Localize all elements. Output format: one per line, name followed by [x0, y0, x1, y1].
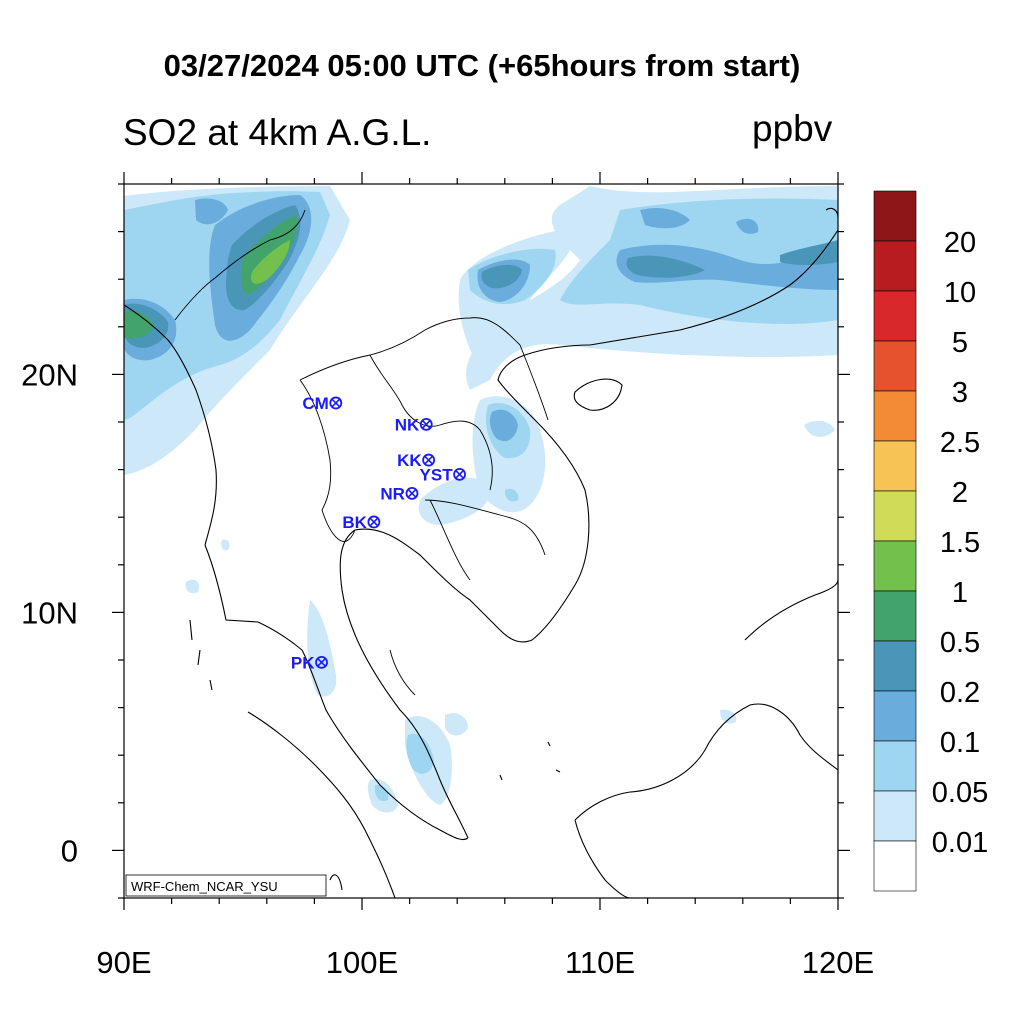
colorbar-swatch: [873, 540, 917, 592]
colorbar-level-label: 3: [952, 377, 968, 409]
borders: [174, 209, 549, 696]
station-marker-icon: [422, 453, 436, 467]
credit-box: [125, 874, 327, 897]
colorbar-level-label: 0.01: [932, 827, 988, 859]
colorbar-level-label: 2.5: [940, 427, 980, 459]
station-yst: YST: [420, 465, 466, 484]
colorbar-level-label: 1: [952, 577, 968, 609]
colorbar-level-label: 1.5: [940, 527, 980, 559]
station-cm: CM: [302, 394, 343, 413]
colorbar-swatch: [873, 840, 917, 892]
x-tick-label: 100E: [326, 945, 398, 980]
colorbar-swatch: [873, 290, 917, 342]
y-tick-label: 10N: [21, 595, 78, 630]
station-label: PK: [291, 653, 315, 672]
y-tick-label: 20N: [21, 357, 78, 392]
colorbar-swatch: [873, 440, 917, 492]
colorbar-level-label: 0.05: [932, 777, 988, 809]
station-kk: KK: [397, 451, 436, 470]
colorbar-swatch: [873, 190, 917, 242]
field-subtitle: SO2 at 4km A.G.L.: [123, 112, 432, 153]
colorbar-level-label: 2: [952, 477, 968, 509]
colorbar-swatch: [873, 240, 917, 292]
colorbar-level-label: 0.2: [940, 677, 980, 709]
x-tick-label: 110E: [565, 945, 635, 980]
station-label: KK: [397, 451, 422, 470]
station-label: NK: [395, 415, 420, 434]
colorbar-swatch: [873, 590, 917, 642]
station-bk: BK: [342, 513, 381, 532]
station-nk: NK: [395, 415, 433, 434]
station-pk: PK: [291, 653, 328, 672]
station-marker-icon: [405, 486, 419, 500]
credit-label: WRF-Chem_NCAR_YSU: [131, 879, 278, 894]
x-tick-label: 90E: [96, 945, 151, 980]
station-label: NR: [380, 484, 405, 503]
station-label: YST: [420, 465, 454, 484]
colorbar-swatch: [873, 640, 917, 692]
colorbar-level-label: 0.1: [940, 727, 980, 759]
map-frame: [123, 183, 839, 899]
chart-title: 03/27/2024 05:00 UTC (+65hours from star…: [163, 48, 801, 83]
station-marker-icon: [329, 396, 343, 410]
station-nr: NR: [380, 484, 419, 503]
colorbar: 20 10 5 3 2.5 2 1.5 1 0.5 0.2 0.1 0.05 0.01: [873, 190, 988, 892]
axis-tick-labels: 90E 100E 110E 120E 20N 10N 0: [21, 357, 874, 980]
station-marker-icon: [419, 417, 433, 431]
y-tick-label: 0: [61, 833, 78, 868]
colorbar-swatch: [873, 740, 917, 792]
station-marker-icon: [315, 655, 328, 669]
colorbar-swatch: [873, 490, 917, 542]
colorbar-swatch: [873, 340, 917, 392]
x-tick-label: 120E: [802, 945, 874, 980]
colorbar-level-label: 10: [944, 277, 976, 309]
colorbar-level-label: 0.5: [940, 627, 980, 659]
station-marker-icon: [453, 467, 466, 481]
units-label: ppbv: [752, 108, 833, 149]
colorbar-level-label: 5: [952, 327, 968, 359]
colorbar-swatch: [873, 390, 917, 442]
axis-ticks: [112, 172, 850, 910]
so2-contours: [124, 186, 838, 813]
coastlines: [124, 207, 838, 898]
colorbar-level-label: 20: [944, 227, 976, 259]
colorbar-swatch: [873, 690, 917, 742]
colorbar-swatch: [873, 790, 917, 842]
station-label: BK: [342, 513, 367, 532]
station-marker-icon: [367, 515, 381, 529]
station-label: CM: [302, 394, 328, 413]
